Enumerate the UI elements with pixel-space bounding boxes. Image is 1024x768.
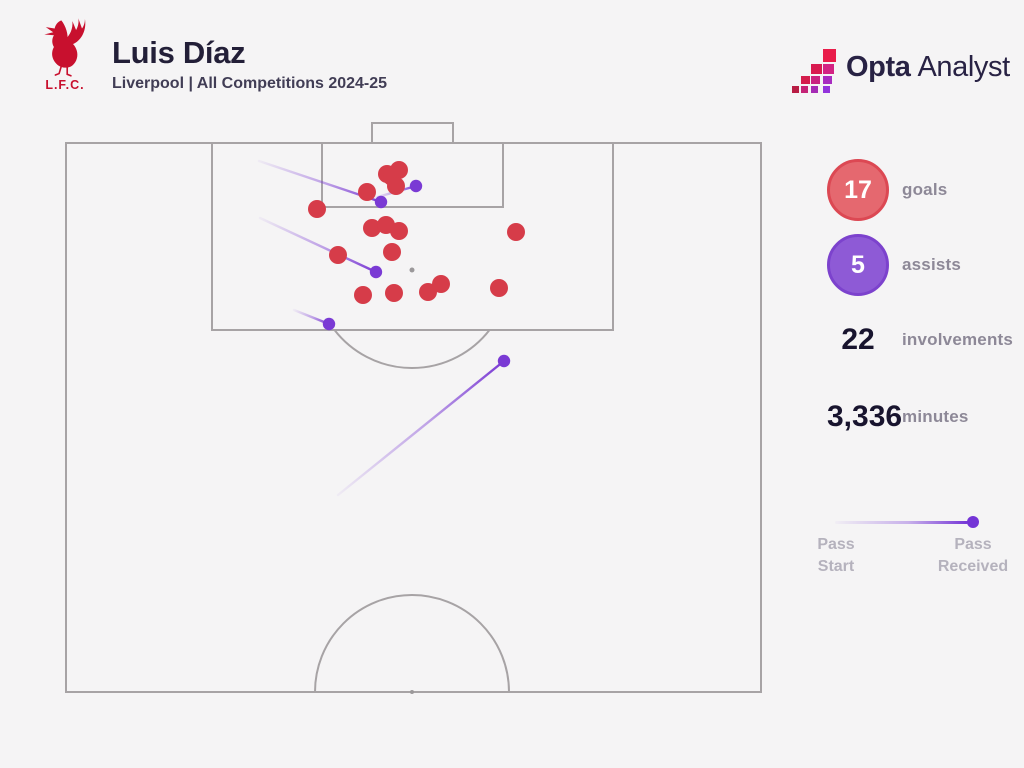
assist-pass-line: [336, 359, 506, 497]
goal-dot: [390, 222, 408, 240]
goal-frame: [371, 122, 454, 144]
assist-pass-line: [292, 308, 331, 326]
opta-analyst-logo: Opta Analyst: [846, 49, 1010, 85]
goals-badge: 17: [827, 159, 889, 221]
assist-received-dot: [322, 317, 336, 331]
goal-dot: [358, 183, 376, 201]
minutes-label: minutes: [902, 407, 969, 426]
goals-label: goals: [902, 180, 948, 199]
halfway-spot: [410, 690, 414, 694]
assist-received-dot: [374, 195, 388, 209]
legend-pass-received-label: Pass Received: [937, 536, 1009, 575]
goal-dot: [490, 279, 508, 297]
legend-pass-start-label: Pass Start: [817, 536, 855, 575]
assist-received-dot: [369, 265, 383, 279]
assist-received-dot: [409, 179, 423, 193]
header-titles: Luis Díaz Liverpool | All Competitions 2…: [112, 36, 387, 93]
assists-badge: 5: [827, 234, 889, 296]
brand-name-regular: Analyst: [917, 51, 1010, 83]
assists-label: assists: [902, 255, 962, 274]
halfway-arc: [314, 594, 510, 693]
pitch-boundary: [65, 142, 762, 693]
goal-dot: [329, 246, 347, 264]
goal-dot: [308, 200, 326, 218]
stat-goals: 17 goals: [827, 159, 947, 221]
involvements-label: involvements: [902, 330, 1014, 349]
goal-dot: [507, 223, 525, 241]
club-badge-text: L.F.C.: [45, 78, 85, 92]
goal-dot: [385, 284, 403, 302]
assists-value: 5: [851, 250, 865, 279]
goals-value: 17: [844, 175, 872, 204]
six-yard-box: [321, 142, 504, 208]
goal-dot: [387, 177, 405, 195]
stat-minutes: 3,336 minutes: [827, 402, 969, 432]
minutes-value: 3,336: [827, 400, 903, 433]
assist-pass-line: [258, 216, 378, 274]
goal-dot: [383, 243, 401, 261]
assist-received-dot: [497, 354, 511, 368]
penalty-box: [211, 142, 614, 331]
page-subtitle: Liverpool | All Competitions 2024-25: [112, 75, 388, 92]
liver-bird-icon: [44, 18, 86, 77]
goal-dot: [419, 283, 437, 301]
liverpool-crest: L.F.C.: [36, 16, 94, 94]
involvements-value: 22: [841, 323, 875, 356]
legend-pass-received-dot: [967, 516, 979, 528]
penalty-spot: [409, 267, 415, 273]
stat-involvements: 22 involvements: [827, 325, 1013, 355]
goal-dot: [432, 275, 450, 293]
legend-pass-line: [835, 521, 968, 524]
goal-dot: [363, 219, 381, 237]
brand-name-bold: Opta: [846, 51, 911, 83]
stat-assists: 5 assists: [827, 234, 961, 296]
goal-dot: [354, 286, 372, 304]
penalty-arc: [333, 329, 491, 369]
page-title: Luis Díaz: [112, 35, 246, 70]
